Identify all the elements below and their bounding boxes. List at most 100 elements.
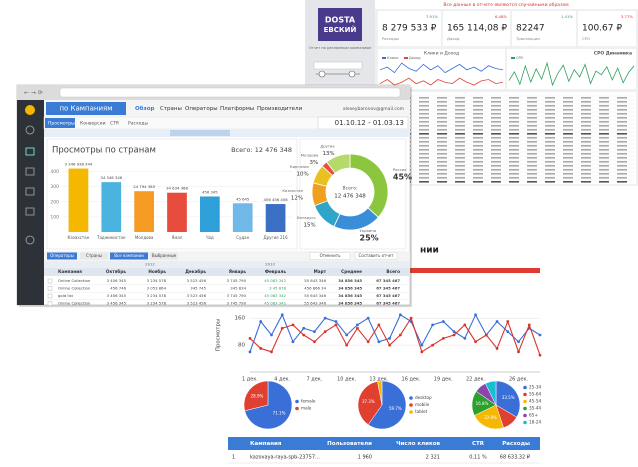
cell-text bbox=[599, 133, 609, 135]
cell-text bbox=[509, 129, 519, 131]
pie-value-label: 59.7% bbox=[389, 406, 402, 411]
bar bbox=[68, 168, 89, 232]
cell-text bbox=[437, 129, 447, 131]
action-button[interactable] bbox=[354, 252, 398, 260]
cell-text bbox=[617, 113, 627, 115]
tab[interactable]: Обзор bbox=[135, 105, 154, 112]
point bbox=[506, 320, 510, 323]
table-button[interactable] bbox=[47, 252, 77, 260]
address-field[interactable] bbox=[59, 87, 401, 98]
table-button-label: Страны bbox=[86, 253, 102, 258]
table-cell: 3 45 678 bbox=[269, 286, 286, 291]
cell-text bbox=[545, 101, 555, 103]
cell-text bbox=[581, 181, 591, 183]
y-axis-label: Просмотры bbox=[216, 319, 222, 352]
checkbox[interactable] bbox=[47, 293, 53, 299]
cell-text bbox=[419, 141, 429, 143]
cell-text bbox=[473, 161, 483, 163]
legend-swatch bbox=[523, 399, 527, 404]
cell-text bbox=[599, 129, 609, 131]
table-cell: 67 345 467 bbox=[376, 278, 400, 283]
nav-icon[interactable] bbox=[25, 187, 35, 196]
cell-text bbox=[527, 165, 537, 167]
point bbox=[495, 347, 499, 350]
pie-slice bbox=[367, 380, 407, 430]
logo-text: ЕВСКИЙ bbox=[324, 25, 357, 34]
slider-field[interactable] bbox=[313, 61, 363, 70]
cell-text bbox=[617, 117, 627, 119]
slider-handle[interactable] bbox=[348, 70, 356, 78]
cell-text bbox=[545, 137, 555, 139]
table-cell: Online Collection bbox=[58, 301, 91, 306]
cell-text bbox=[419, 125, 429, 127]
bar-annotation: 456 345 bbox=[202, 189, 218, 194]
subtab[interactable]: CTR bbox=[110, 121, 119, 127]
cell-text bbox=[437, 137, 447, 139]
tab[interactable]: Платформы bbox=[220, 106, 254, 112]
slider-handle[interactable] bbox=[318, 70, 326, 78]
tab[interactable]: Производители bbox=[257, 106, 303, 112]
tab[interactable]: Операторы bbox=[185, 106, 218, 112]
cell-text bbox=[617, 153, 627, 155]
cell-text bbox=[491, 117, 501, 119]
nav-icon[interactable] bbox=[25, 207, 35, 216]
legend-swatch bbox=[511, 57, 515, 59]
legend-label: 55-64 bbox=[529, 392, 542, 397]
cell-text bbox=[545, 173, 555, 175]
point bbox=[452, 333, 456, 337]
timeline-selection[interactable] bbox=[170, 130, 230, 136]
cell-text bbox=[473, 181, 483, 183]
subtab[interactable]: Просмотры bbox=[48, 121, 75, 127]
nav-icon[interactable] bbox=[25, 167, 35, 176]
checkbox[interactable] bbox=[47, 301, 53, 306]
subtab[interactable]: Расходы bbox=[128, 121, 148, 127]
year-label: 2013 bbox=[265, 262, 275, 267]
checkbox[interactable] bbox=[47, 278, 53, 284]
cell-text bbox=[455, 165, 465, 167]
nav-buttons[interactable]: ← → ⟳ bbox=[24, 90, 43, 97]
y-tick-label: 100 bbox=[50, 214, 59, 220]
subtab[interactable]: Конверсии bbox=[80, 121, 106, 127]
cell-text bbox=[599, 161, 609, 163]
kpi-value: 82247 bbox=[516, 24, 545, 34]
cell-text bbox=[491, 165, 501, 167]
y-tick-label: 80 bbox=[238, 343, 245, 349]
legend-swatch bbox=[523, 385, 527, 390]
cell-text bbox=[545, 133, 555, 135]
table-button[interactable] bbox=[110, 252, 148, 260]
cell-text bbox=[437, 169, 447, 171]
legend-swatch bbox=[523, 420, 527, 425]
x-tick-label: 7 дек. bbox=[306, 377, 322, 383]
cell-text bbox=[545, 161, 555, 163]
point bbox=[334, 323, 338, 327]
cell-text bbox=[617, 165, 627, 167]
donut-center: 12 476 348 bbox=[334, 194, 366, 200]
point bbox=[323, 316, 327, 320]
table-button[interactable] bbox=[150, 252, 178, 260]
cell-text bbox=[563, 165, 573, 167]
cell-text bbox=[509, 149, 519, 151]
cell-text bbox=[545, 141, 555, 143]
cell-text bbox=[509, 177, 519, 179]
report-heading: нии bbox=[420, 246, 439, 256]
nav-icon[interactable] bbox=[25, 147, 35, 156]
table-cell: 67 345 467 bbox=[376, 286, 400, 291]
table-button[interactable] bbox=[80, 252, 108, 260]
nav-icon[interactable] bbox=[25, 235, 35, 245]
cell-text bbox=[491, 133, 501, 135]
cell-text bbox=[491, 113, 501, 115]
nav-icon[interactable] bbox=[25, 125, 35, 135]
action-button[interactable] bbox=[309, 252, 351, 260]
table-cell: 3 745 790 bbox=[227, 293, 247, 298]
cell-text bbox=[545, 145, 555, 147]
cell-text bbox=[437, 113, 447, 115]
cell-text bbox=[599, 181, 609, 183]
breadcrumb-button[interactable] bbox=[46, 102, 126, 115]
cell-text bbox=[473, 141, 483, 143]
point bbox=[484, 333, 488, 337]
legend-label: 18-24 bbox=[529, 420, 542, 425]
checkbox[interactable] bbox=[47, 286, 53, 291]
tab[interactable]: Страны bbox=[160, 106, 182, 112]
cell-text bbox=[563, 161, 573, 163]
legend-label: 65+ bbox=[529, 413, 538, 418]
